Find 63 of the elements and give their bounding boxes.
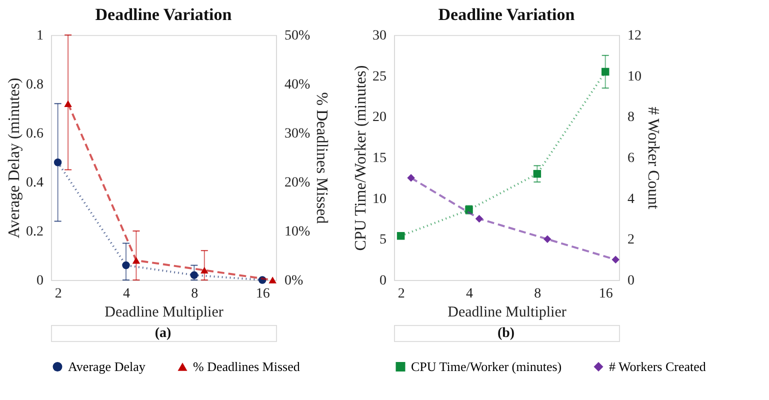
x-tick-label: 4 (466, 286, 473, 302)
x-tick-label: 16 (598, 286, 613, 302)
y-tick-label: 0.2 (26, 224, 44, 240)
y-tick-label: 20 (372, 110, 386, 126)
text: (b) (497, 326, 515, 341)
y2-tick-label: 20% (284, 176, 310, 190)
y2-tick-label: 8 (628, 110, 634, 126)
legend-label: CPU Time/Worker (minutes) (411, 358, 562, 374)
point (475, 214, 484, 223)
point (612, 256, 620, 264)
y2-tick-label: 4 (628, 192, 634, 207)
y2-tick-label: 2 (628, 232, 634, 248)
point (396, 232, 405, 240)
y-tick-label: 0 (36, 274, 44, 288)
y-tick-label: 1 (36, 28, 44, 44)
point (54, 158, 62, 166)
y2-tick-label: 10 (628, 69, 642, 84)
y-tick-label: 0.6 (26, 126, 44, 142)
y2-tick-label: 40% (284, 78, 310, 92)
y2-axis-title: # Worker Count (644, 106, 662, 210)
text: (a) (154, 326, 172, 341)
point (268, 276, 276, 284)
point (258, 276, 266, 284)
y2-tick-label: 6 (628, 151, 634, 166)
chart-title: Deadline Variation (438, 5, 576, 24)
legend-label: # Workers Created (609, 358, 706, 374)
x-tick-label: 16 (256, 286, 270, 302)
y2-tick-label: 12 (628, 28, 642, 44)
x-axis-title: Deadline Multiplier (104, 304, 224, 320)
y-tick-label: 30 (372, 28, 386, 44)
chart-title: Deadline Variation (95, 5, 232, 24)
y-tick-label: 15 (372, 151, 386, 166)
point (407, 174, 415, 182)
y-axis-title: Average Delay (minutes) (6, 78, 23, 238)
x-tick-label: 8 (534, 286, 542, 302)
point (122, 261, 130, 270)
y2-tick-label: 0% (284, 274, 304, 288)
y-tick-label: 25 (372, 69, 386, 84)
y-tick-label: 0.4 (26, 176, 44, 190)
y2-tick-label: 50% (284, 28, 310, 44)
legend-label: % Deadlines Missed (193, 358, 300, 374)
y2-tick-label: 30% (284, 126, 310, 142)
y-tick-label: 5 (380, 232, 386, 248)
legend-label: Average Delay (68, 358, 146, 374)
y-axis-title: CPU Time/Worker (minutes) (352, 65, 370, 251)
y2-axis-title: % Deadlines Missed (313, 92, 330, 224)
point (190, 271, 198, 279)
x-tick-label: 2 (54, 286, 62, 302)
point (132, 257, 140, 264)
x-tick-label: 8 (191, 286, 198, 302)
x-tick-label: 2 (398, 286, 405, 302)
y-tick-label: 0.8 (26, 78, 44, 92)
y-tick-label: 10 (372, 192, 386, 207)
x-axis-title: Deadline Multiplier (448, 304, 566, 320)
x-tick-label: 4 (123, 286, 130, 302)
point (544, 235, 552, 244)
y2-tick-label: 10% (284, 224, 310, 240)
point (533, 170, 542, 178)
point (64, 100, 72, 107)
y2-tick-label: 0 (628, 274, 634, 288)
point (601, 68, 610, 76)
y-tick-label: 0 (380, 274, 386, 288)
point (200, 266, 208, 274)
